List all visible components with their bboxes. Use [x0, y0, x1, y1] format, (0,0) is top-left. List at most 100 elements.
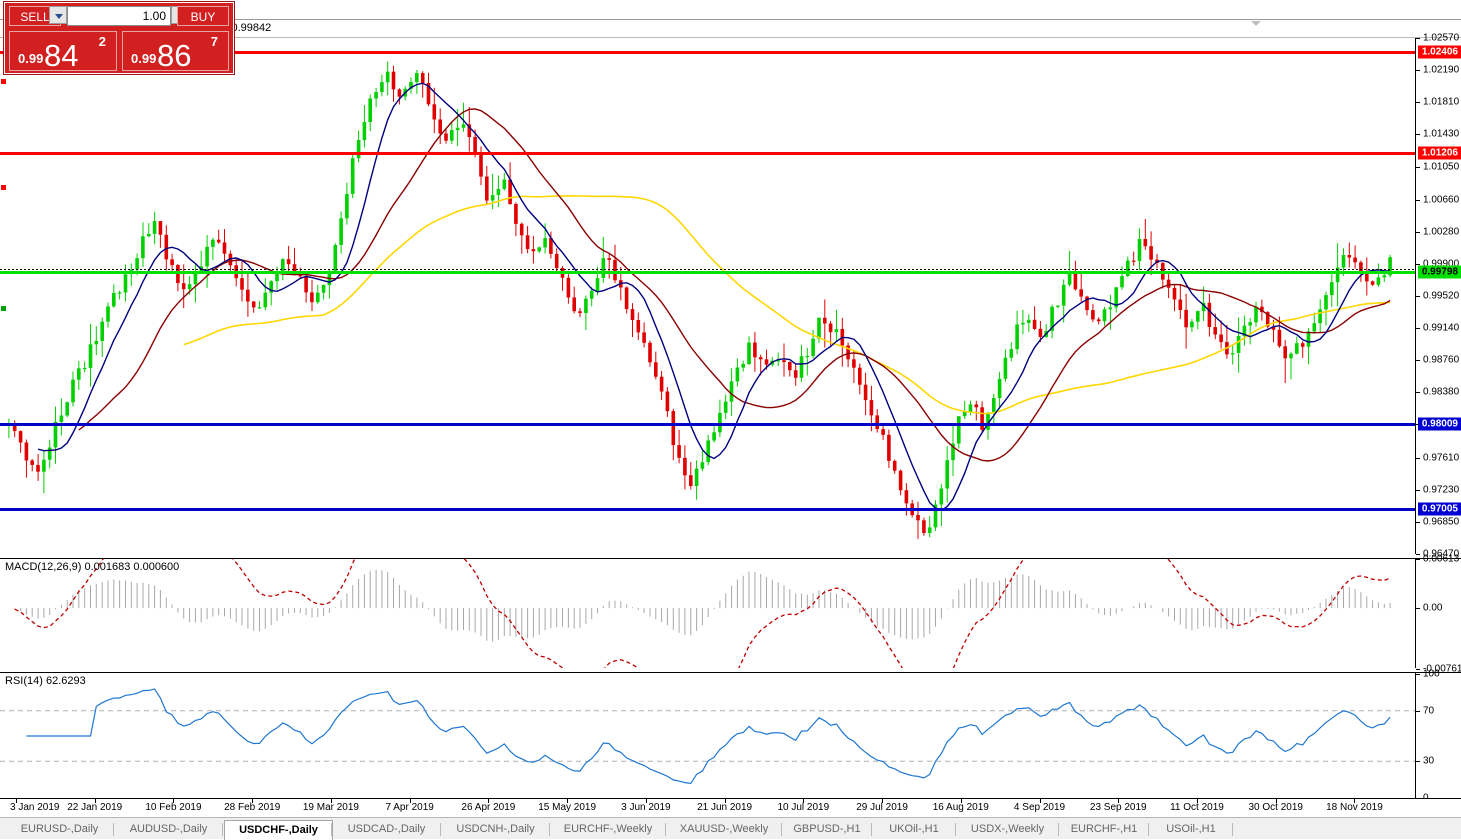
date-tick: [960, 799, 962, 803]
chart-scroll-marker[interactable]: [1251, 21, 1261, 26]
chart-tab-eurchf--h1[interactable]: EURCHF-,H1: [1070, 823, 1138, 835]
trade-panel-top-row: SELL 1.00 BUY: [5, 3, 233, 29]
chart-tab-gbpusd--h1[interactable]: GBPUSD-,H1: [793, 823, 861, 835]
rsi-pane[interactable]: RSI(14) 62.6293 10070300: [0, 669, 1461, 804]
price-tick-label: 0.99140: [1423, 322, 1460, 334]
chart-tab-usdchf--daily[interactable]: USDCHF-,Daily: [224, 820, 333, 840]
chart-tab-ukoil--h1[interactable]: UKOil-,H1: [889, 823, 939, 835]
price-tick-label: 1.02570: [1423, 32, 1460, 44]
date-tick-label: 7 Apr 2019: [385, 802, 434, 813]
date-tick: [724, 799, 726, 803]
rsi-axis[interactable]: 10070300: [1415, 669, 1461, 804]
date-tick: [173, 799, 175, 803]
price-pane[interactable]: 1.02570 1.02190 1.01810 1.01430 1.01050 1.006…: [0, 33, 1461, 560]
chart-tab-audusd--daily[interactable]: AUDUSD-,Daily: [129, 823, 208, 835]
level-price-tag[interactable]: 0.99798: [1417, 265, 1461, 279]
date-tick-label: 23 Sep 2019: [1089, 802, 1147, 813]
rsi-plot[interactable]: [0, 673, 1415, 798]
chart-area: 1.02570 1.02190 1.01810 1.01430 1.01050 1.006…: [0, 33, 1461, 804]
tab-separator: [1148, 823, 1149, 836]
price-tick-label: 0.98380: [1423, 386, 1460, 398]
price-plot[interactable]: [0, 38, 1415, 554]
level-line-pivot[interactable]: [0, 271, 1415, 275]
date-tick: [252, 799, 254, 803]
candlestick-svg: [7, 61, 1392, 539]
buy-button[interactable]: BUY: [177, 6, 229, 26]
price-tick: [1416, 134, 1420, 136]
tab-separator: [781, 823, 782, 836]
date-tick-label: 15 May 2019: [538, 802, 597, 813]
sell-button[interactable]: SELL: [9, 6, 61, 26]
date-tick-label: 19 Mar 2019: [302, 802, 359, 813]
date-tick-label: 18 Nov 2019: [1326, 802, 1383, 813]
level-anchor-resistance-1[interactable]: [1, 79, 6, 84]
date-tick: [1275, 799, 1277, 803]
macd-tick-label: 0.00: [1423, 602, 1443, 614]
macd-axis[interactable]: 0.00613 0.00 -0.007612: [1415, 554, 1461, 675]
price-tick: [1416, 166, 1420, 168]
price-tick: [1416, 457, 1420, 459]
chart-tab-xauusd--weekly[interactable]: XAUUSD-,Weekly: [679, 823, 769, 835]
tab-separator: [1058, 823, 1059, 836]
date-tick-label: 3 Jan 2019: [10, 802, 60, 813]
one-click-trading-panel[interactable]: SELL 1.00 BUY 0.99 84 2 0.99 86 7: [4, 2, 234, 74]
level-anchor-pivot[interactable]: [1, 306, 6, 311]
level-line-support-2[interactable]: [0, 507, 1415, 511]
level-price-tag[interactable]: 1.02406: [1417, 45, 1461, 59]
level-line-support-1[interactable]: [0, 422, 1415, 426]
macd-tick: [1416, 559, 1420, 560]
level-price-tag[interactable]: 0.98009: [1417, 417, 1461, 431]
level-line-resistance-1[interactable]: [0, 50, 1415, 54]
date-tick: [16, 799, 17, 803]
price-tick-label: 1.01050: [1423, 161, 1460, 173]
chart-tab-usdcnh--daily[interactable]: USDCNH-,Daily: [456, 823, 535, 835]
macd-tick-label: -0.007612: [1423, 663, 1461, 675]
tab-separator: [955, 823, 956, 836]
price-tick: [1416, 199, 1420, 201]
price-tick: [1416, 489, 1420, 491]
price-tick-label: 0.97610: [1423, 452, 1460, 464]
macd-title: MACD(12,26,9) 0.001683 0.000600: [5, 561, 180, 573]
chart-tab-usdx--weekly[interactable]: USDX-,Weekly: [970, 823, 1045, 835]
price-tick: [1416, 296, 1420, 297]
macd-plot[interactable]: [0, 559, 1415, 668]
volume-decrease-icon[interactable]: [49, 6, 67, 24]
price-tick-label: 1.00280: [1423, 226, 1460, 238]
price-tick: [1416, 70, 1420, 72]
date-tick-label: 26 Apr 2019: [461, 802, 516, 813]
price-tick-label: 0.96470: [1423, 548, 1460, 560]
level-line-resistance-2[interactable]: [0, 152, 1415, 156]
price-tick-label: 0.98760: [1423, 354, 1460, 366]
sell-price-fraction: 2: [98, 34, 106, 49]
price-tick: [1416, 392, 1420, 394]
price-tick-label: 0.97230: [1423, 484, 1460, 496]
chart-tab-eurusd--daily[interactable]: EURUSD-,Daily: [20, 823, 99, 835]
level-price-tag[interactable]: 1.01206: [1417, 146, 1461, 160]
price-tick: [1416, 231, 1420, 233]
tab-separator: [113, 823, 114, 836]
date-tick: [1196, 799, 1198, 803]
level-anchor-resistance-2[interactable]: [1, 185, 6, 190]
price-tick-label: 1.00660: [1423, 194, 1460, 206]
volume-input[interactable]: 1.00: [49, 6, 189, 26]
rsi-title: RSI(14) 62.6293: [5, 675, 86, 687]
tab-separator: [222, 823, 223, 836]
current-bid-line: [0, 268, 1415, 270]
price-axis[interactable]: 1.02570 1.02190 1.01810 1.01430 1.01050 1.006…: [1415, 33, 1461, 560]
chart-tab-eurchf--weekly[interactable]: EURCHF-,Weekly: [563, 823, 653, 835]
date-tick-label: 22 Jan 2019: [67, 802, 123, 813]
date-tick: [882, 799, 884, 803]
macd-tick-label: 0.00613: [1423, 553, 1460, 565]
price-tick-label: 0.99900: [1423, 258, 1460, 270]
level-price-tag[interactable]: 0.97005: [1417, 502, 1461, 516]
buy-price-button[interactable]: 0.99 86 7: [122, 31, 229, 73]
sell-price-button[interactable]: 0.99 84 2: [9, 31, 117, 73]
macd-pane[interactable]: MACD(12,26,9) 0.001683 0.000600 0.00613 0…: [0, 554, 1461, 675]
date-tick-label: 10 Jul 2019: [777, 802, 830, 813]
price-tick-label: 0.96850: [1423, 516, 1460, 528]
chart-tab-usdcad--daily[interactable]: USDCAD-,Daily: [347, 823, 426, 835]
date-axis[interactable]: 3 Jan 2019 22 Jan 2019 10 Feb 2019 28 Feb 2…: [0, 798, 1461, 818]
sell-price-prefix: 0.99: [18, 51, 44, 66]
chart-tab-usoil--h1[interactable]: USOil-,H1: [1166, 823, 1216, 835]
